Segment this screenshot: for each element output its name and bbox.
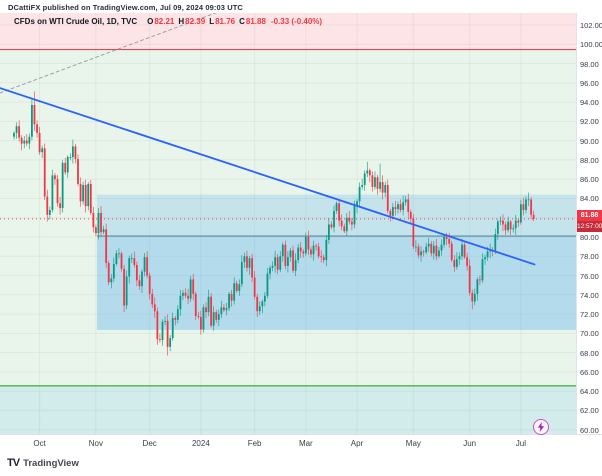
price-axis-label: 76.00	[580, 271, 599, 281]
ohlc-readout: O82.21 H82.39 L81.76 C81.88 -0.33 (-0.40%)	[143, 17, 322, 26]
price-axis-label: 70.00	[580, 329, 599, 339]
price-axis-label: 84.00	[580, 194, 599, 204]
close-label: C	[239, 17, 245, 26]
price-axis-label: 60.00	[580, 425, 599, 435]
tradingview-logo-text: TradingView	[23, 457, 79, 469]
price-axis-label: 88.00	[580, 155, 599, 165]
change-value: -0.33 (-0.40%)	[270, 17, 323, 26]
price-axis-label: 72.00	[580, 310, 599, 320]
symbol-title: CFDs on WTI Crude Oil, 1D, TVC	[14, 17, 138, 26]
time-axis-label: Jun	[463, 439, 477, 448]
price-axis-label: 66.00	[580, 367, 599, 377]
lightning-bolt-icon	[537, 422, 545, 432]
price-axis-label: 94.00	[580, 98, 599, 108]
price-axis-label: 98.00	[580, 59, 599, 69]
bar-countdown: 12:57:00	[577, 220, 602, 232]
time-axis-label: Jul	[515, 439, 526, 448]
high-label: H	[178, 17, 185, 26]
time-axis-label: Nov	[88, 439, 104, 448]
open-label: O	[147, 17, 154, 26]
time-axis: Oct Nov Dec 2024 Feb Mar Apr May Jun Jul	[0, 434, 602, 457]
low-label: L	[209, 17, 215, 26]
tradingview-logo-icon: TV	[7, 457, 20, 469]
time-axis-label: Dec	[142, 439, 157, 448]
time-axis-label: Apr	[350, 439, 364, 448]
price-axis-label: 64.00	[580, 387, 599, 397]
tradingview-logo[interactable]: TV TradingView	[7, 457, 79, 469]
high-value: 82.39	[185, 17, 206, 26]
time-axis-label: Oct	[33, 439, 46, 448]
price-axis-label: 62.00	[580, 406, 599, 416]
close-value: 81.88	[245, 17, 266, 26]
price-axis-label: 92.00	[580, 117, 599, 127]
time-axis-label: Mar	[298, 439, 313, 448]
price-axis-label: 68.00	[580, 348, 599, 358]
price-axis-label: 102.00	[580, 21, 602, 30]
price-axis-label: 80.00	[580, 232, 599, 242]
time-axis-label: May	[405, 439, 421, 448]
chart-canvas	[0, 13, 576, 434]
last-price-label: 81.88 12:57:00	[577, 209, 602, 232]
flash-icon[interactable]	[533, 419, 549, 435]
price-axis-label: 90.00	[580, 136, 599, 146]
price-axis-label: 86.00	[580, 175, 599, 185]
price-axis-label: 100.00	[580, 40, 602, 50]
last-price-value: 81.88	[577, 209, 602, 221]
low-value: 81.76	[215, 17, 236, 26]
time-axis-label: 2024	[191, 439, 210, 448]
watermark-text: DCattiFX published on TradingView.com, J…	[8, 3, 243, 12]
open-value: 82.21	[154, 17, 175, 26]
time-axis-label: Feb	[247, 439, 262, 448]
symbol-bar: CFDs on WTI Crude Oil, 1D, TVC O82.21 H82.…	[14, 17, 322, 26]
price-axis-label: 74.00	[580, 290, 599, 300]
price-axis-label: 78.00	[580, 252, 599, 262]
price-axis-label: 96.00	[580, 78, 599, 88]
